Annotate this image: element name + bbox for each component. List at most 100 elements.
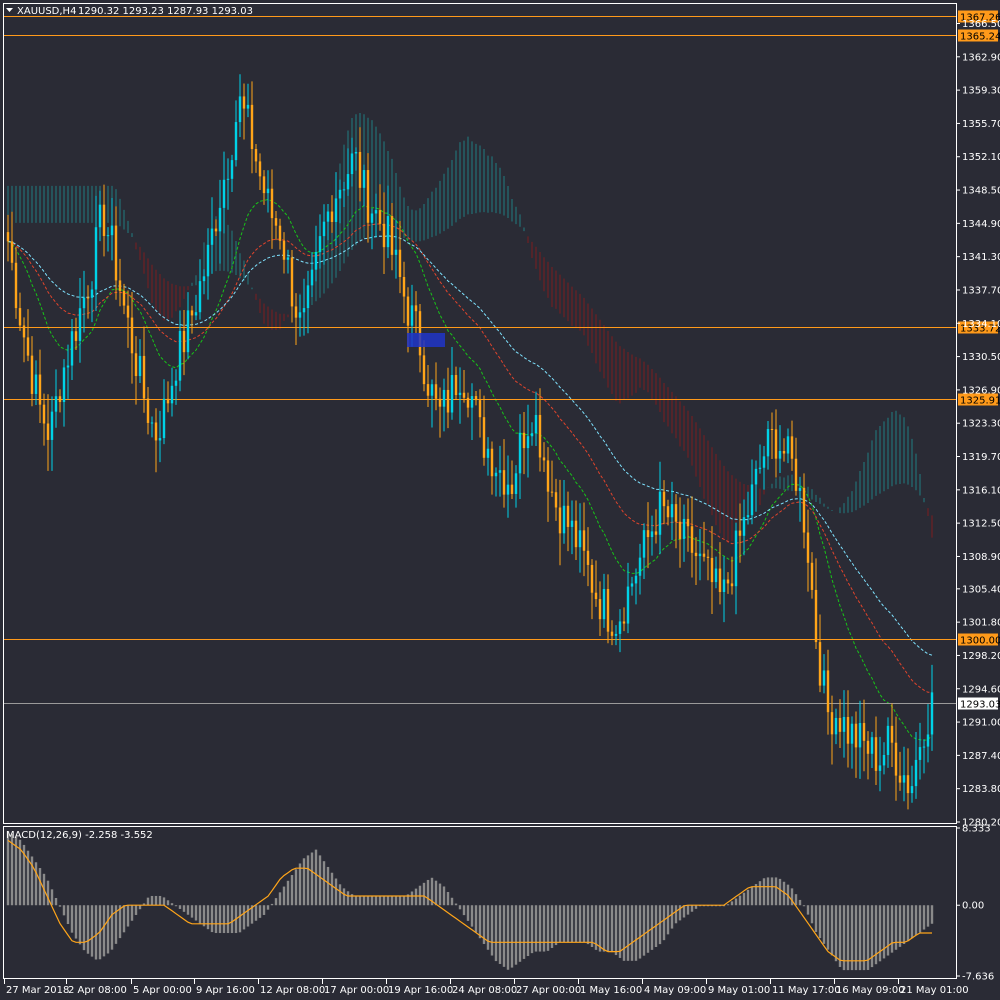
macd-bar <box>606 905 610 952</box>
macd-bar <box>498 905 502 964</box>
candle-body <box>506 484 510 495</box>
macd-bar <box>778 878 782 906</box>
candle-body <box>462 392 466 398</box>
macd-bar <box>674 905 678 924</box>
candle-body <box>106 235 110 237</box>
macd-bar <box>722 905 726 907</box>
candle-body <box>502 470 506 495</box>
candle-body <box>478 400 482 418</box>
candle-body <box>430 384 434 396</box>
highlight-box <box>407 333 445 347</box>
candle-body <box>94 227 98 290</box>
macd-bar <box>226 905 230 934</box>
macd-bar <box>906 905 910 942</box>
macd-bar <box>602 905 606 952</box>
candle-body <box>178 330 182 381</box>
macd-bar <box>358 895 362 906</box>
candle-body <box>294 306 298 318</box>
macd-bar <box>102 905 106 957</box>
candle-body <box>426 384 430 396</box>
candle-body <box>858 723 862 748</box>
macd-bar <box>542 905 546 952</box>
candle-body <box>410 305 414 326</box>
macd-bar <box>442 886 446 906</box>
candle-body <box>378 210 382 224</box>
triangle-down-icon[interactable] <box>6 8 13 12</box>
y-tick-label: 1305.40 <box>962 584 1000 595</box>
macd-bar <box>10 833 14 906</box>
candle-body <box>594 592 598 600</box>
macd-bar <box>254 905 258 921</box>
green-ma-line <box>7 198 933 741</box>
macd-bar <box>566 905 570 943</box>
candle-body <box>898 775 902 783</box>
macd-bar <box>298 863 302 906</box>
candle-body <box>774 429 778 459</box>
candle-body <box>702 553 706 557</box>
candle-body <box>266 188 270 194</box>
macd-bar <box>862 905 866 971</box>
candle-body <box>862 723 866 741</box>
macd-bar <box>82 905 86 951</box>
macd-bar <box>94 905 98 960</box>
candle-body <box>750 484 754 516</box>
candle-body <box>154 422 158 441</box>
indicator-lines <box>7 198 933 741</box>
candle-body <box>90 289 94 298</box>
macd-y-tick-label: 0.00 <box>962 901 984 912</box>
macd-bar <box>666 905 670 935</box>
candle-body <box>714 568 718 583</box>
macd-bar <box>278 892 282 906</box>
x-tick-label: 21 May 01:00 <box>900 985 969 996</box>
candle-body <box>182 330 186 353</box>
candle-body <box>554 492 558 508</box>
y-tick-label: 1344.90 <box>962 219 1000 230</box>
candle-body <box>546 460 550 492</box>
macd-bar <box>686 905 690 915</box>
candle-body <box>394 249 398 255</box>
candle-body <box>406 296 410 326</box>
y-tick-label: 1301.80 <box>962 618 1000 629</box>
macd-bar <box>282 886 286 906</box>
candle-body <box>638 557 642 576</box>
macd-bar <box>478 905 482 939</box>
candle-body <box>482 417 486 458</box>
macd-bar <box>174 905 178 907</box>
macd-y-tick-label: -7.636 <box>962 972 994 983</box>
candle-body <box>58 396 62 402</box>
x-tick-label: 17 Apr 00:00 <box>324 985 389 996</box>
candle-body <box>814 589 818 643</box>
candle-body <box>778 450 782 459</box>
candle-body <box>358 151 362 188</box>
candle-body <box>414 305 418 312</box>
candle-body <box>222 179 226 208</box>
macd-bar <box>482 905 486 944</box>
candle-body <box>550 491 554 493</box>
candle-body <box>170 385 174 404</box>
candle-body <box>574 520 578 548</box>
candle-body <box>834 717 838 735</box>
candle-body <box>562 505 566 534</box>
candle-body <box>626 586 630 624</box>
x-tick-label: 24 Apr 08:00 <box>452 985 517 996</box>
macd-bar <box>462 905 466 916</box>
y-tick-label: 1283.80 <box>962 784 1000 795</box>
candle-body <box>114 225 118 281</box>
candle-body <box>38 374 42 405</box>
macd-bar <box>142 903 146 906</box>
ichimoku-cloud <box>7 112 933 543</box>
candle-body <box>914 759 918 787</box>
candle-body <box>234 122 238 161</box>
macd-bar <box>194 905 198 921</box>
y-tick-label: 1326.90 <box>962 385 1000 396</box>
macd-bar <box>638 905 642 959</box>
candle-body <box>74 331 78 341</box>
macd-bar <box>262 905 266 915</box>
macd-bar <box>834 905 838 962</box>
candle-body <box>510 484 514 494</box>
candle-body <box>422 355 426 385</box>
macd-bar <box>526 905 530 957</box>
macd-bar <box>286 880 290 906</box>
ohlc-values: 1290.32 1293.23 1287.93 1293.03 <box>78 6 253 17</box>
candle-body <box>798 487 802 491</box>
